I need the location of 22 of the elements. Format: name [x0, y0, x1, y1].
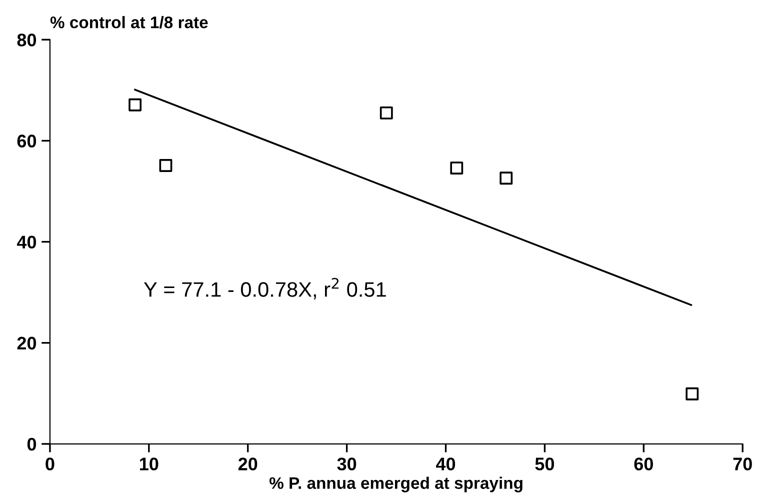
y-tick-label: 40: [16, 236, 36, 249]
y-tick-label: 80: [17, 34, 36, 46]
x-axis-title: % P. annua emerged at spraying: [270, 476, 522, 492]
x-tick-label: 0: [46, 458, 54, 470]
y-tick-label: 60: [17, 134, 36, 148]
y-tick-label: 20: [17, 336, 36, 350]
point: [159, 159, 172, 172]
annotation: Y = 77.1 - 0.0.78X, r$^{2}$ 0.51: [144, 278, 386, 300]
y-tick-label: 0: [27, 438, 36, 451]
point: [686, 387, 699, 400]
point: [450, 162, 464, 174]
point: [128, 98, 142, 112]
y-axis-title: % control at 1/8 rate: [50, 16, 208, 28]
point: [380, 106, 393, 120]
x-tick-label: 30: [337, 458, 356, 470]
x-tick-label: 70: [733, 458, 752, 470]
point: [500, 172, 513, 185]
x-tick-label: 40: [436, 458, 456, 470]
x-tick-label: 60: [634, 458, 653, 470]
x-tick-label: 10: [140, 458, 158, 470]
x-tick-label: 20: [238, 458, 258, 470]
x-tick-label: 50: [535, 458, 554, 470]
